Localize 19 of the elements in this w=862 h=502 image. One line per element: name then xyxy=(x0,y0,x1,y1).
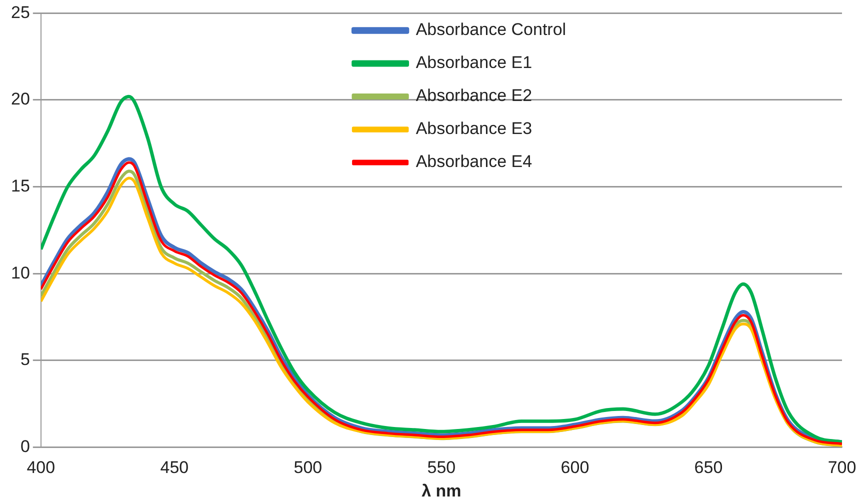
y-tick-label: 10 xyxy=(10,263,30,282)
x-tick-label: 650 xyxy=(694,458,723,478)
x-tick-label: 550 xyxy=(427,458,456,478)
y-tick-label: 5 xyxy=(20,350,30,370)
x-tick-label: 500 xyxy=(294,458,322,478)
legend-label: Absorbance E1 xyxy=(416,53,532,72)
y-tick-label: 0 xyxy=(20,436,30,456)
y-tick-label: 25 xyxy=(10,2,30,22)
y-tick-label: 20 xyxy=(10,90,30,109)
legend-label: Absorbance E4 xyxy=(416,152,532,172)
x-tick-label: 400 xyxy=(26,458,56,478)
legend-label: Absorbance E2 xyxy=(416,86,532,106)
legend-label: Absorbance Control xyxy=(416,20,566,40)
x-tick-label: 450 xyxy=(160,458,189,478)
x-axis-title: λ nm xyxy=(422,481,462,500)
x-tick-label: 700 xyxy=(828,458,856,478)
y-tick-label: 15 xyxy=(10,176,30,196)
legend-label: Absorbance E3 xyxy=(416,119,532,138)
x-tick-label: 600 xyxy=(560,458,590,478)
